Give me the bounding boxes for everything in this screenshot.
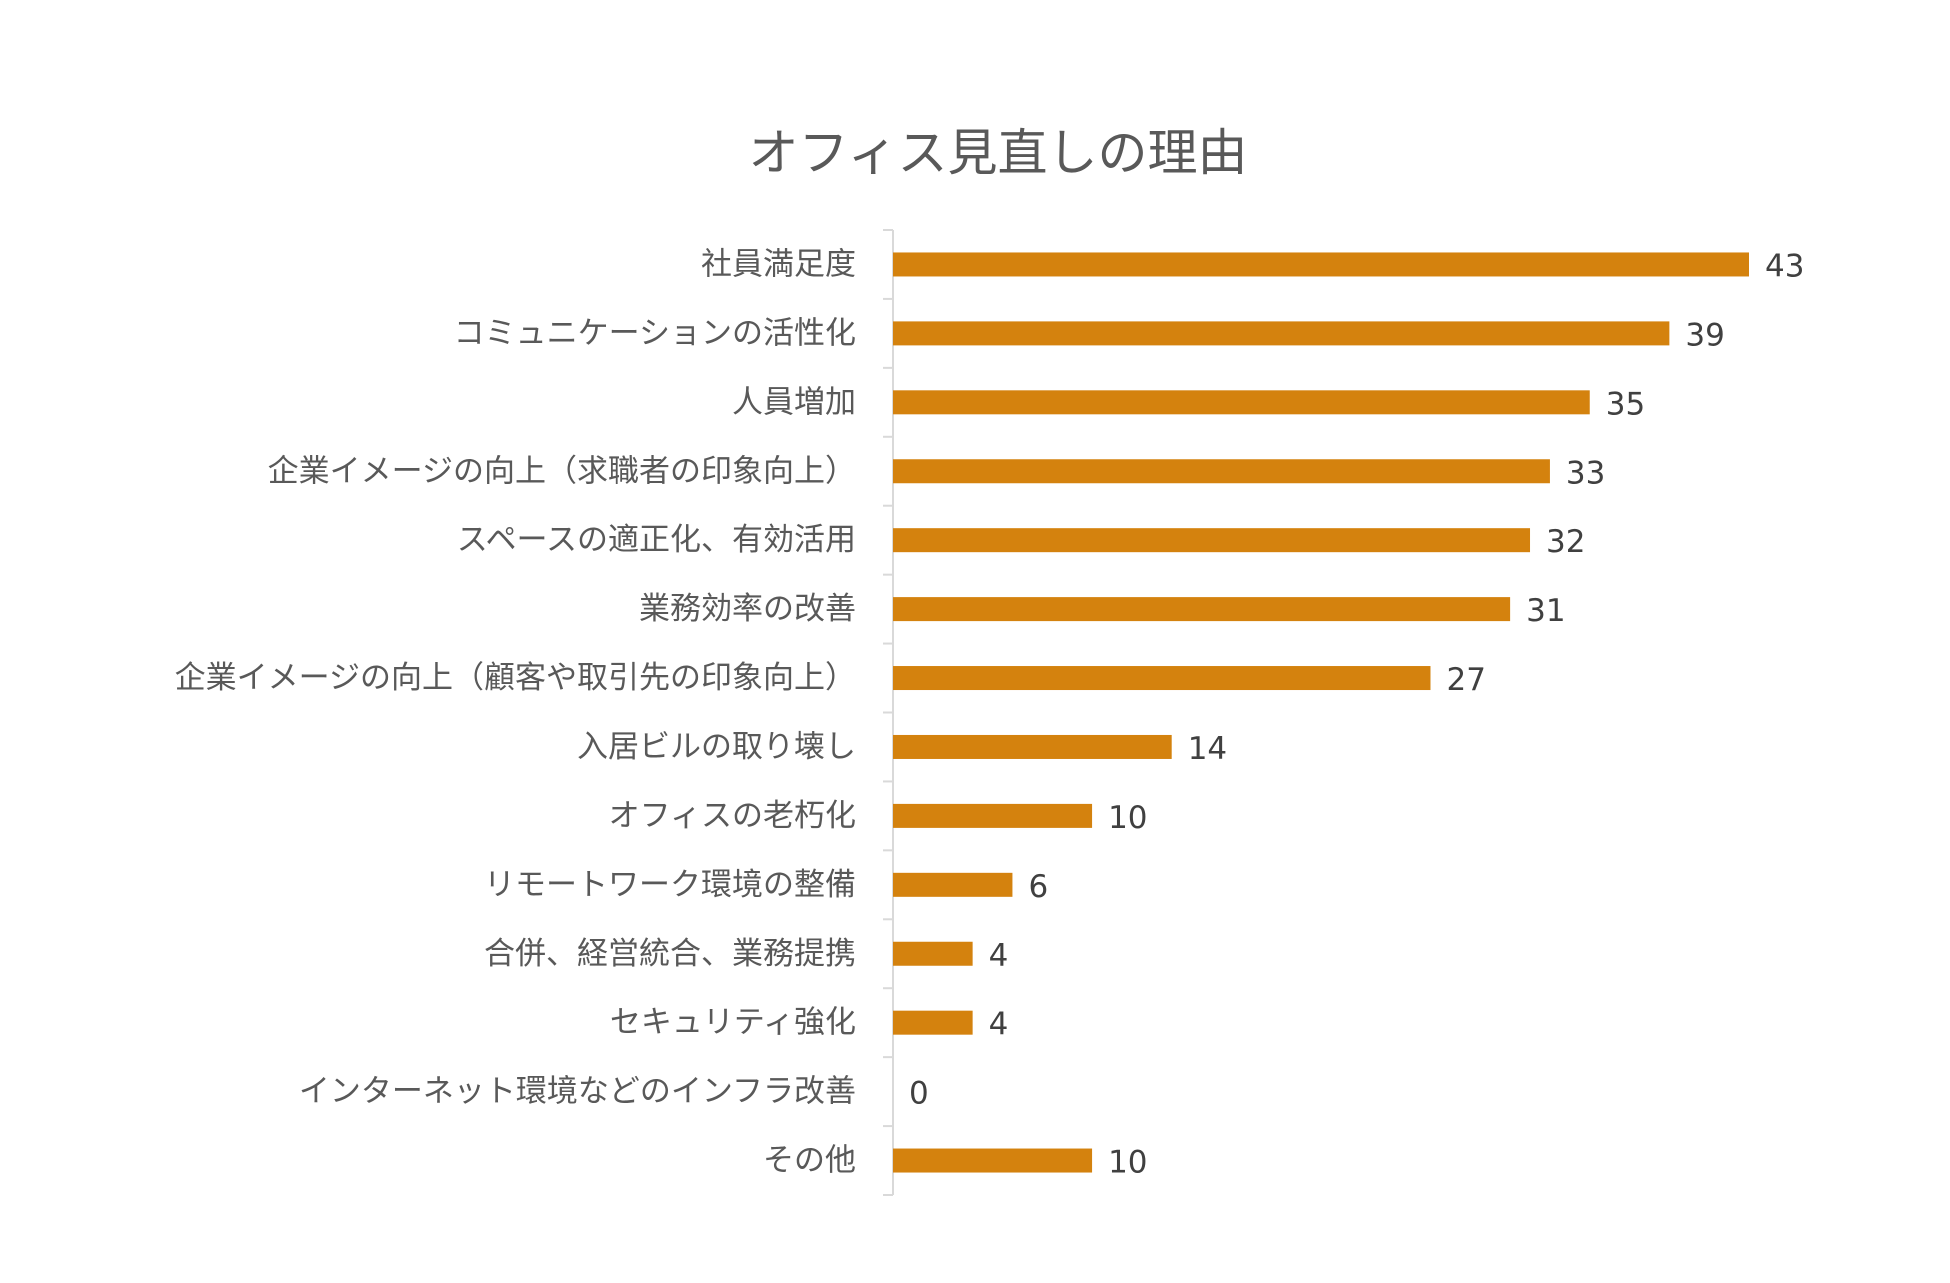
bar	[893, 1010, 973, 1035]
bar	[893, 321, 1670, 346]
bar	[893, 459, 1550, 484]
bar	[893, 734, 1172, 759]
data-label: 4	[989, 1007, 1009, 1043]
axis-layer	[883, 229, 894, 1196]
bar	[893, 941, 973, 966]
category-label: 企業イメージの向上（求職者の印象向上）	[268, 453, 856, 489]
category-label: 合併、経営統合、業務提携	[484, 936, 856, 972]
data-label: 32	[1546, 524, 1585, 560]
category-label: 社員満足度	[701, 246, 856, 282]
data-label: 39	[1685, 317, 1724, 353]
data-label: 14	[1188, 731, 1227, 767]
category-label: 企業イメージの向上（顧客や取引先の印象向上）	[175, 660, 856, 696]
data-label: 0	[909, 1076, 929, 1112]
bar	[893, 390, 1590, 415]
category-label: 業務効率の改善	[639, 591, 856, 627]
bar	[893, 666, 1431, 691]
data-label: 10	[1108, 1145, 1147, 1181]
data-label: 6	[1028, 869, 1048, 905]
category-label: その他	[763, 1143, 856, 1179]
category-label: リモートワーク環境の整備	[484, 867, 856, 903]
data-label: 27	[1446, 662, 1485, 698]
bar	[893, 252, 1749, 277]
data-label: 4	[989, 938, 1009, 974]
bar	[893, 528, 1531, 553]
category-label: セキュリティ強化	[610, 1005, 856, 1041]
data-label: 10	[1108, 800, 1147, 836]
data-label: 35	[1606, 386, 1645, 422]
category-label: 入居ビルの取り壊し	[577, 729, 856, 765]
category-labels: 社員満足度コミュニケーションの活性化人員増加企業イメージの向上（求職者の印象向上…	[175, 246, 856, 1178]
chart-title: オフィス見直しの理由	[749, 124, 1248, 182]
category-label: 人員増加	[732, 384, 856, 420]
data-label: 33	[1566, 455, 1605, 491]
data-label: 31	[1526, 593, 1565, 629]
data-label: 43	[1765, 248, 1804, 284]
category-label: スペースの適正化、有効活用	[457, 522, 856, 558]
category-label: オフィスの老朽化	[609, 798, 856, 834]
bar	[893, 803, 1093, 828]
bar	[893, 597, 1511, 622]
category-label: インターネット環境などのインフラ改善	[299, 1074, 856, 1110]
bar	[893, 1148, 1093, 1173]
bar	[893, 872, 1013, 897]
category-label: コミュニケーションの活性化	[454, 315, 856, 351]
bars-layer	[893, 252, 1749, 1173]
